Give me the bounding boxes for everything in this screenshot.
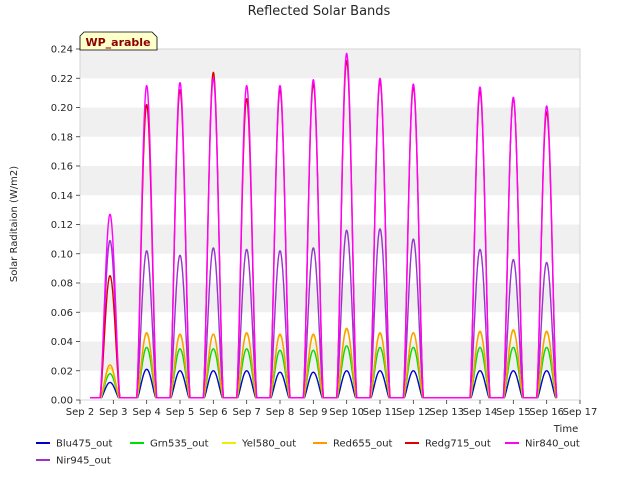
y-axis-label: Solar Raditaion (W/m2) (9, 166, 20, 282)
grid-band (80, 283, 580, 313)
y-tick-label: 0.04 (51, 337, 73, 348)
y-tick-label: 0.06 (51, 308, 73, 319)
x-tick-label: Sep 6 (199, 407, 227, 418)
legend-label: Red655_out (333, 439, 393, 450)
x-tick-label: Sep 12 (396, 407, 431, 418)
series-layer (89, 52, 558, 399)
grid-band (80, 341, 580, 371)
legend-label: Redg715_out (425, 439, 491, 450)
legend: Blu475_out Grn535_out Yel580_out Red655_out… (36, 439, 580, 467)
y-tick-label: 0.10 (51, 249, 73, 260)
x-tick-label: Sep 5 (166, 407, 194, 418)
site-label-box: WP_arable (79, 31, 158, 51)
site-label: WP_arable (85, 36, 150, 49)
x-tick-label: Sep 9 (299, 407, 327, 418)
x-tick-label: Sep 16 (529, 407, 564, 418)
x-tick-label: Sep 2 (66, 407, 94, 418)
legend-label: Yel580_out (241, 439, 296, 450)
legend-label: Nir945_out (56, 456, 111, 467)
y-tick-label: 0.08 (51, 279, 73, 290)
y-tick-label: 0.02 (51, 366, 73, 377)
y-tick-label: 0.16 (51, 162, 73, 173)
plot-background (80, 49, 580, 400)
y-axis: 0.00 0.02 0.04 0.06 0.08 0.10 0.12 0.14 0.16 0.18… (51, 45, 80, 407)
legend-label: Grn535_out (150, 439, 209, 450)
x-axis-label: Time (553, 424, 578, 435)
grid-band (80, 49, 580, 79)
grid-band (80, 107, 580, 137)
y-tick-label: 0.00 (51, 396, 73, 407)
x-tick-label: Sep 17 (563, 407, 598, 418)
y-tick-label: 0.12 (51, 220, 73, 231)
y-tick-label: 0.18 (51, 132, 73, 143)
x-axis: Sep 2 Sep 3 Sep 4 Sep 5 Sep 6 Sep 7 Sep 8 Sep 9… (66, 400, 598, 418)
grid-band (80, 166, 580, 196)
x-tick-label: Sep 11 (363, 407, 398, 418)
x-tick-label: Sep 3 (99, 407, 127, 418)
legend-label: Nir840_out (525, 439, 580, 450)
x-tick-label: Sep 13 (429, 407, 464, 418)
x-tick-label: Sep 14 (463, 407, 498, 418)
y-tick-label: 0.20 (51, 103, 73, 114)
x-tick-label: Sep 8 (266, 407, 294, 418)
legend-label: Blu475_out (56, 439, 113, 450)
chart-title: Reflected Solar Bands (248, 4, 391, 19)
y-tick-label: 0.24 (51, 45, 73, 56)
x-tick-label: Sep 4 (132, 407, 160, 418)
y-tick-label: 0.22 (51, 74, 73, 85)
x-tick-label: Sep 7 (232, 407, 260, 418)
x-tick-label: Sep 15 (496, 407, 531, 418)
x-tick-label: Sep 10 (329, 407, 364, 418)
grid-band (80, 224, 580, 254)
y-tick-label: 0.14 (51, 191, 73, 202)
series-line-nir840-out (89, 52, 558, 399)
